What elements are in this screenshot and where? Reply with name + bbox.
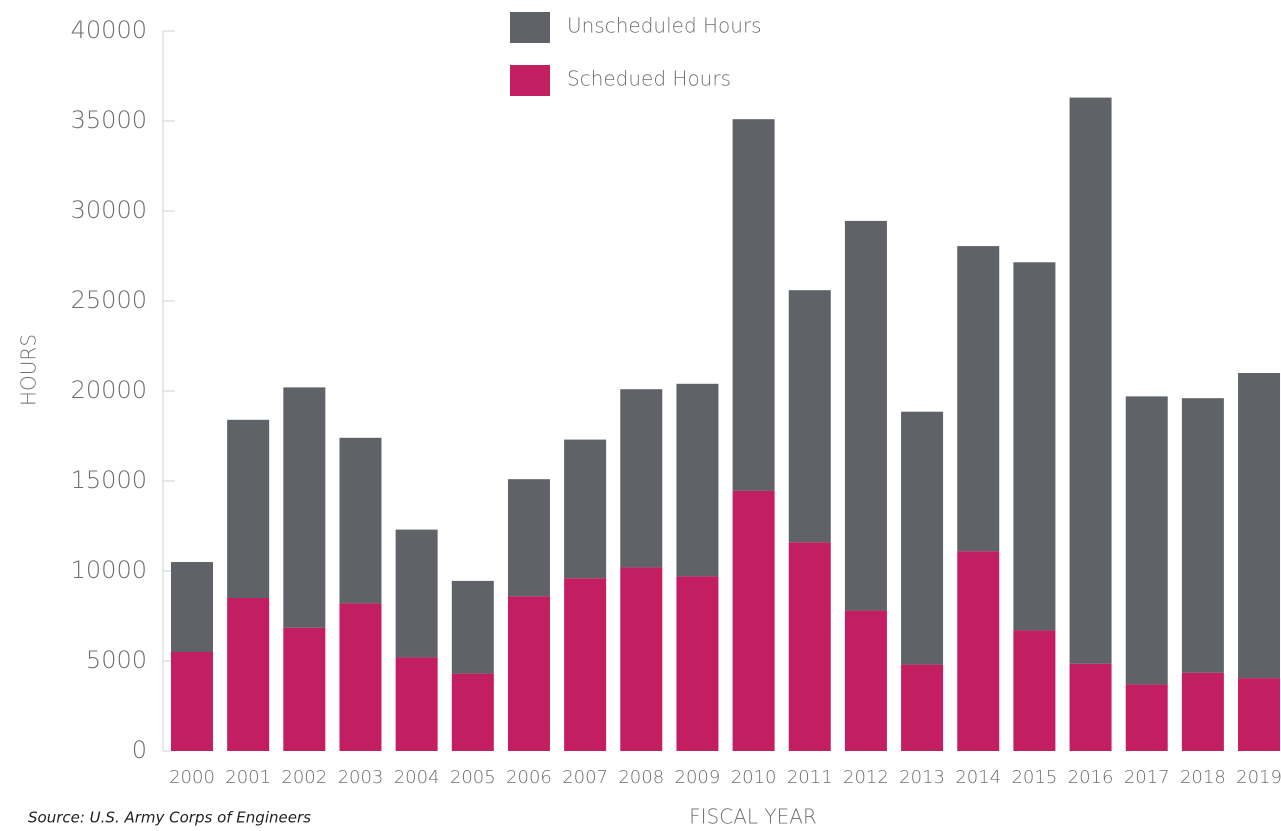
x-tick-label: 2016 [1068,767,1114,788]
x-tick-label: 2013 [899,767,945,788]
bar-segment [844,610,887,751]
bar-segment [339,603,382,751]
bar-segment [171,652,213,751]
bar-segment [171,562,213,652]
bar-segment [564,439,607,579]
x-tick-label: 2007 [562,767,608,788]
bar-segment [957,246,1000,552]
legend-swatch [510,65,550,96]
x-tick-label: 2018 [1180,767,1226,788]
x-tick-label: 2008 [618,767,664,788]
x-axis-label: FISCAL YEAR [689,805,817,829]
bar-segment [1125,684,1168,751]
bar-segment [507,479,550,597]
bar-segment [1069,97,1112,664]
legend-swatch [510,12,550,43]
bar-segment [1069,663,1112,751]
bar-segment [620,389,663,568]
bar-segment [901,411,944,665]
y-tick-label: 15000 [71,466,147,494]
x-tick-label: 2005 [450,767,496,788]
x-tick-label: 2014 [955,767,1001,788]
bar-segment [451,580,494,674]
x-tick-label: 2012 [843,767,889,788]
x-tick-label: 2004 [394,767,440,788]
bar-segment [676,383,719,577]
bar-segment [1181,672,1224,751]
x-tick-label: 2019 [1236,767,1281,788]
bar-segment [788,542,831,751]
source: Source: U.S. Army Corps of Engineers [28,809,311,827]
bar-segment [1125,396,1168,685]
bar-segment [227,419,270,598]
x-tick-label: 2006 [506,767,552,788]
bar-segment [507,596,550,751]
bar-segment [844,220,887,611]
x-tick-label: 2000 [169,767,215,788]
bar-segment [957,551,1000,751]
x-tick-label: 2009 [675,767,721,788]
bar-segment [1013,630,1056,751]
x-tick-label: 2002 [281,767,327,788]
bar-segment [395,529,438,658]
y-tick-label: 25000 [71,286,147,314]
bar-segment [227,598,270,751]
bar-segment [732,119,775,491]
bar-segment [676,576,719,751]
x-tick-label: 2015 [1011,767,1057,788]
bar-segment [620,567,663,751]
bar-segment [1013,262,1056,631]
x-tick-label: 2003 [338,767,384,788]
bar-segment [451,673,494,751]
y-tick-label: 20000 [71,376,147,404]
bar-segment [901,664,944,751]
bar-segment [564,578,607,751]
y-tick-label: 35000 [71,106,147,134]
y-tick-label: 0 [132,736,147,764]
legend-label: Unscheduled Hours [567,14,762,38]
y-tick-label: 10000 [71,556,147,584]
bar-segment [788,290,831,543]
legend-label: Schedued Hours [567,67,731,91]
bar-segment [395,657,438,751]
bar-segment [732,490,775,751]
x-tick-label: 2017 [1124,767,1170,788]
bar-segment [283,387,326,628]
bar-segment [1238,373,1281,679]
bar-segment [1181,398,1224,673]
y-tick-label: 40000 [71,16,147,44]
y-tick-label: 30000 [71,196,147,224]
x-tick-label: 2001 [225,767,271,788]
x-tick-label: 2010 [731,767,777,788]
bar-segment [339,437,382,604]
x-tick-label: 2011 [787,767,833,788]
y-axis-label: HOURS [17,334,41,406]
bar-segment [1238,678,1281,751]
y-tick-label: 5000 [86,646,147,674]
bar-segment [283,627,326,751]
